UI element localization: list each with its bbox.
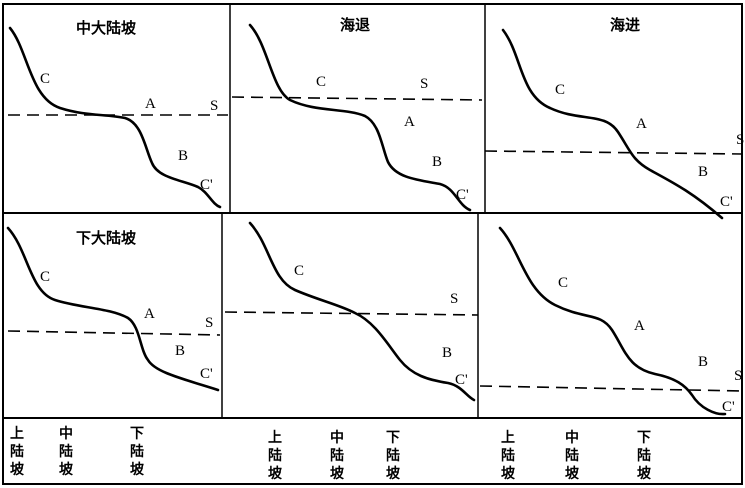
label-a: A xyxy=(144,306,155,322)
label-a: A xyxy=(634,318,645,334)
label-c: C xyxy=(40,71,50,87)
label-s: S xyxy=(205,315,213,331)
label-c-prime: C' xyxy=(200,366,213,382)
sea-level-line xyxy=(231,96,483,101)
label-b: B xyxy=(698,164,708,180)
panel-title: 海退 xyxy=(340,16,370,34)
label-c: C xyxy=(316,74,326,90)
axis-lower-char-1: 下 xyxy=(637,430,651,446)
axis-upper-char-2: 陆 xyxy=(501,448,515,464)
label-s: S xyxy=(450,291,458,307)
axis-middle-char-3: 坡 xyxy=(59,461,74,478)
panel-mid-slope: 中大陆坡 C A S B C' xyxy=(8,19,228,209)
axis-lower-char-3: 坡 xyxy=(386,465,401,482)
label-b: B xyxy=(698,354,708,370)
label-c: C xyxy=(40,269,50,285)
label-c: C xyxy=(555,82,565,98)
axis-lower-char-2: 陆 xyxy=(637,448,651,464)
slope-profile xyxy=(248,221,476,402)
axis-upper-char-2: 陆 xyxy=(10,444,24,460)
label-c-prime: C' xyxy=(200,177,213,193)
axis-lower-char-3: 坡 xyxy=(130,461,145,478)
label-a: A xyxy=(145,96,156,112)
axis-labels: 上 陆 坡 中 陆 坡 下 陆 坡 上 陆 坡 中 陆 坡 下 陆 坡 上 陆 … xyxy=(10,425,652,482)
label-c-prime: C' xyxy=(722,399,735,415)
axis-lower-char-1: 下 xyxy=(386,430,400,446)
label-b: B xyxy=(442,345,452,361)
axis-upper-char-2: 陆 xyxy=(268,448,282,464)
panel-lower-slope: 下大陆坡 C A S B C' xyxy=(6,226,221,392)
sea-level-line xyxy=(479,385,743,392)
axis-middle-char-1: 中 xyxy=(59,425,73,442)
panel-right-bottom: C A B S C' xyxy=(479,226,743,416)
label-s: S xyxy=(420,76,428,92)
label-b: B xyxy=(178,148,188,164)
panel-title: 海进 xyxy=(610,16,640,34)
panel-title: 中大陆坡 xyxy=(76,19,136,37)
axis-middle-char-2: 陆 xyxy=(59,444,73,460)
axis-lower-char-1: 下 xyxy=(130,426,144,442)
label-b: B xyxy=(432,154,442,170)
axis-upper-char-3: 坡 xyxy=(501,465,516,482)
label-c-prime: C' xyxy=(455,372,468,388)
slope-profile xyxy=(498,226,727,416)
axis-middle-char-3: 坡 xyxy=(330,465,345,482)
axis-group-1: 上 陆 坡 中 陆 坡 下 陆 坡 xyxy=(10,425,145,478)
outer-frame xyxy=(2,3,743,485)
panel-middle-bottom: C S B C' xyxy=(224,221,479,402)
label-c-prime: C' xyxy=(720,194,733,210)
panel-regression: 海退 C S A B C' xyxy=(231,16,483,212)
axis-upper-char-1: 上 xyxy=(10,426,24,442)
label-a: A xyxy=(404,114,415,130)
label-c: C xyxy=(294,263,304,279)
sea-level-line xyxy=(7,330,221,336)
label-c: C xyxy=(558,275,568,291)
axis-lower-char-2: 陆 xyxy=(130,444,144,460)
slope-profile xyxy=(501,28,724,220)
label-s: S xyxy=(734,368,742,384)
axis-upper-char-1: 上 xyxy=(268,430,282,446)
axis-middle-char-1: 中 xyxy=(330,429,344,446)
axis-group-2: 上 陆 坡 中 陆 坡 下 陆 坡 xyxy=(268,429,401,482)
panel-transgression: 海进 C A S B C' xyxy=(484,16,744,220)
label-s: S xyxy=(210,98,218,114)
axis-middle-char-1: 中 xyxy=(565,429,579,446)
panel-title: 下大陆坡 xyxy=(76,229,136,247)
label-a: A xyxy=(636,116,647,132)
axis-middle-char-2: 陆 xyxy=(565,448,579,464)
axis-upper-char-3: 坡 xyxy=(10,461,25,478)
slope-profile xyxy=(6,226,220,392)
sea-level-line xyxy=(224,311,479,316)
sea-level-line xyxy=(484,150,743,155)
axis-upper-char-3: 坡 xyxy=(268,465,283,482)
label-b: B xyxy=(175,343,185,359)
axis-middle-char-2: 陆 xyxy=(330,448,344,464)
slope-profile xyxy=(248,23,472,212)
label-c-prime: C' xyxy=(456,187,469,203)
axis-lower-char-3: 坡 xyxy=(637,465,652,482)
label-s: S xyxy=(736,132,744,148)
axis-middle-char-3: 坡 xyxy=(565,465,580,482)
axis-upper-char-1: 上 xyxy=(501,430,515,446)
axis-group-3: 上 陆 坡 中 陆 坡 下 陆 坡 xyxy=(501,429,652,482)
slope-profile xyxy=(8,26,222,209)
axis-lower-char-2: 陆 xyxy=(386,448,400,464)
